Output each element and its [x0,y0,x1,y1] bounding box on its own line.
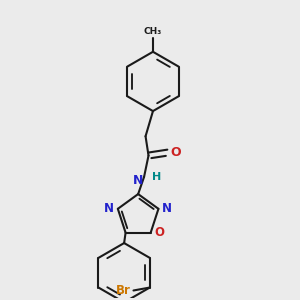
Text: N: N [104,202,114,215]
Text: N: N [133,174,143,187]
Text: O: O [154,226,164,239]
Text: N: N [162,202,172,215]
Text: H: H [152,172,162,182]
Text: O: O [170,146,181,159]
Text: Br: Br [116,284,131,297]
Text: CH₃: CH₃ [144,27,162,36]
